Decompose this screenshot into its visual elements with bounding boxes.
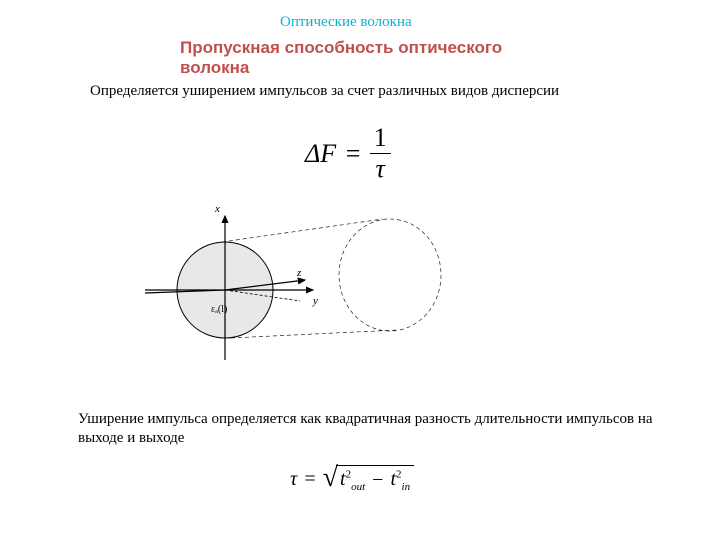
sub-in: in (402, 481, 411, 493)
minus: − (372, 469, 383, 492)
paragraph-1: Определяется уширением импульсов за счет… (90, 83, 559, 100)
formula2-lhs: τ (290, 468, 297, 491)
section-title: Оптические волокна (280, 14, 412, 31)
t-in-sq: t2in (390, 468, 410, 493)
formula1-fraction: 1 τ (370, 125, 391, 182)
sup2: 2 (396, 468, 402, 480)
fiber-diagram: x y z εₐ(l) (145, 205, 505, 370)
svg-text:x: x (214, 205, 220, 215)
svg-text:εₐ(l): εₐ(l) (211, 304, 227, 315)
paragraph-2: Уширение импульса определяется как квадр… (78, 410, 663, 448)
t-out-sq: t2out (340, 468, 365, 493)
sqrt: √ t2out − t2in (323, 465, 414, 494)
formula1-numerator: 1 (370, 125, 391, 154)
svg-text:z: z (296, 267, 302, 279)
formula1-denominator: τ (376, 154, 385, 182)
sub-out: out (351, 481, 365, 493)
sqrt-body: t2out − t2in (336, 465, 414, 494)
formula-tau: τ = √ t2out − t2in (290, 465, 414, 494)
svg-text:y: y (312, 295, 318, 307)
formula2-eq: = (303, 468, 317, 491)
sup1: 2 (346, 468, 352, 480)
slide-heading: Пропускная способность оптического волок… (180, 38, 540, 79)
formula1-lhs: ΔF (305, 139, 336, 169)
formula-bandwidth: ΔF = 1 τ (305, 125, 391, 182)
formula1-eq: = (344, 139, 362, 169)
